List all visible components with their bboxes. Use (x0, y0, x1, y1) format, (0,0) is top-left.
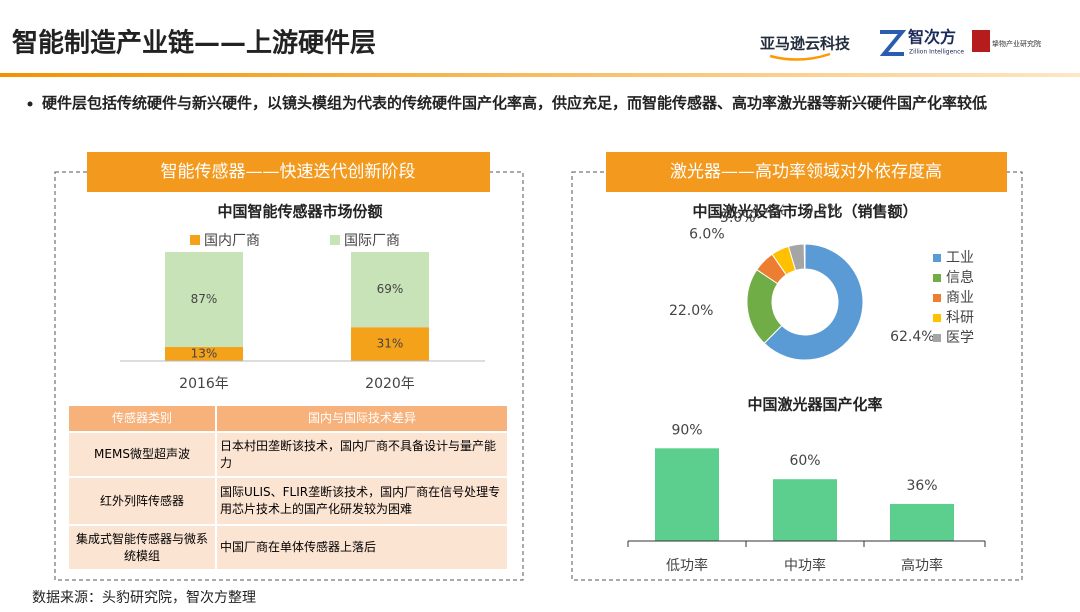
banner (606, 152, 1007, 192)
legend-swatch (933, 314, 941, 322)
bullet-box: 硬件层包括传统硬件与新兴硬件，以镜头模组为代表的传统硬件国产化率高，供应充足，而… (42, 94, 988, 112)
table-cell-text: 集成式智能传感器与微系统模组 (75, 531, 208, 563)
legend-swatch (190, 235, 200, 245)
legend-swatch (330, 235, 340, 245)
logo: Zillion Intelligence (909, 49, 964, 56)
banner-text: 智能传感器——快速迭代创新阶段 (161, 162, 416, 182)
logo-mark (879, 30, 907, 56)
table-cell (67, 431, 217, 478)
cell-box: 中国厂商在单体传感器上落后 (220, 540, 377, 554)
bar-segment (351, 327, 429, 361)
chart-title: 中国激光器国产化率 (747, 396, 882, 414)
table-cell (215, 404, 509, 433)
bar-segment (351, 252, 429, 328)
cell-box: 传感器类别 (111, 411, 172, 425)
data-label: 6.0% (689, 226, 725, 242)
title: 智能制造产业链——上游硬件层 (12, 28, 376, 59)
chart-title: 中国智能传感器市场份额 (217, 203, 382, 221)
table-cell-text: 日本村田垄断该技术，国内厂商不具备设计与量产能力 (220, 438, 497, 470)
table: 传感器类别 国内与国际技术差异 MEMS微型超声波 日本村田垄断该技术，国内厂商不具备… (67, 404, 509, 571)
table-cell-text: 国际ULIS、FLIR垄断该技术，国内厂商在信号处理专用芯片技术上的国产化研发较… (220, 485, 501, 516)
x-tick-label: 低功率 (666, 557, 708, 574)
data-label: 22.0% (669, 303, 713, 319)
legend-label: 医学 (946, 330, 974, 346)
cell-box: 国内与国际技术差异 (307, 411, 416, 425)
data-label: 31% (377, 337, 404, 351)
legend-label: 国际厂商 (344, 233, 400, 249)
table-cell-text: 国内与国际技术差异 (307, 411, 416, 425)
table-cell (67, 476, 217, 526)
legend-label: 工业 (946, 250, 974, 266)
table-cell-text: MEMS微型超声波 (94, 447, 190, 461)
legend-label: 国内厂商 (204, 233, 260, 249)
table-cell-text: 中国厂商在单体传感器上落后 (220, 540, 377, 554)
bar-segment (165, 252, 243, 347)
bullet: 硬件层包括传统硬件与新兴硬件，以镜头模组为代表的传统硬件国产化率高，供应充足，而… (42, 94, 988, 112)
data-label: 87% (191, 292, 218, 306)
legend-label: 科研 (946, 310, 974, 326)
data-label: 0.2% (805, 202, 841, 218)
legend-swatch (933, 294, 941, 302)
bar (655, 448, 719, 541)
data-label: 60% (789, 453, 820, 469)
data-label: 69% (377, 282, 404, 296)
chart-title: 中国激光设备市场占比（销售额） (692, 203, 917, 221)
cell-box: 日本村田垄断该技术，国内厂商不具备设计与量产能力 (220, 438, 497, 470)
logo: 智次方 (908, 28, 956, 47)
donut-slice (763, 243, 864, 361)
banner (87, 152, 490, 192)
table-cell (215, 524, 509, 571)
cell-box: 集成式智能传感器与微系统模组 (75, 531, 208, 563)
table-cell (215, 476, 509, 526)
legend-swatch (933, 254, 941, 262)
x-tick-label: 2020年 (365, 376, 415, 392)
data-label: 36% (906, 478, 937, 494)
table-cell-text: 传感器类别 (111, 411, 172, 425)
donut-slice (803, 243, 806, 270)
cell-box: 国际ULIS、FLIR垄断该技术，国内厂商在信号处理专用芯片技术上的国产化研发较… (220, 485, 501, 516)
table-cell (215, 431, 509, 478)
data-label: 62.4% (890, 329, 934, 345)
legend-label: 商业 (946, 290, 974, 306)
header-rule (0, 73, 1080, 77)
legend-swatch (933, 274, 941, 282)
logo: 亚马逊云科技 (760, 35, 851, 53)
legend-swatch (933, 334, 941, 342)
source: 数据来源：头豹研究院，智次方整理 (32, 590, 256, 606)
data-label: 90% (671, 422, 702, 438)
cell-box: 红外列阵传感器 (99, 493, 184, 508)
x-tick-label: 2016年 (179, 376, 229, 392)
logo-mark (972, 30, 990, 52)
banner-text: 激光器——高功率领域对外依存度高 (670, 162, 942, 182)
bar-segment (165, 346, 243, 361)
data-label: 5.0% (720, 210, 756, 226)
logo: 挚物产业研究院 (992, 39, 1041, 48)
table-cell-text: 红外列阵传感器 (99, 493, 184, 508)
logo-smile (769, 52, 831, 61)
legend-label: 信息 (946, 269, 974, 286)
x-tick-label: 中功率 (784, 557, 826, 574)
bar (890, 503, 954, 541)
cell-box: MEMS微型超声波 (94, 447, 190, 461)
x-tick-label: 高功率 (901, 557, 943, 574)
bullet-dot (27, 101, 33, 107)
data-label: 13% (191, 346, 218, 360)
bar (773, 479, 837, 541)
data-label: 4.4% (751, 203, 787, 219)
